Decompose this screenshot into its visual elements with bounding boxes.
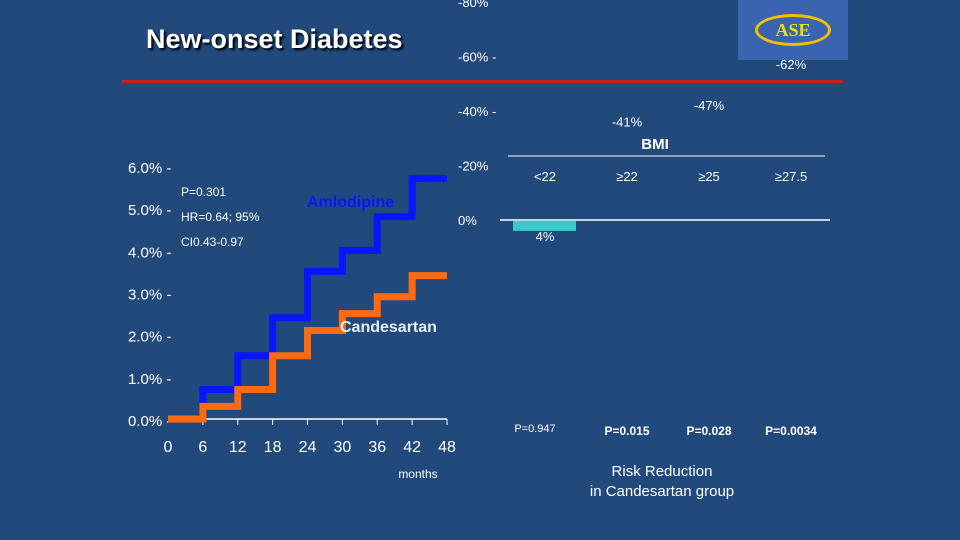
bar-y-tick: 0% <box>458 213 477 228</box>
bar-title: BMI <box>641 136 669 153</box>
x-tick-label: 24 <box>299 439 317 456</box>
x-tick-label: 30 <box>333 439 351 456</box>
p-value: P=0.015 <box>604 424 649 438</box>
y-tick-label: 3.0% - <box>128 287 171 304</box>
bar <box>513 220 576 231</box>
bmi-category: ≥22 <box>616 169 638 184</box>
p-value: P=0.0034 <box>765 424 817 438</box>
y-tick-label: 2.0% - <box>128 329 171 346</box>
series-amlodipine <box>168 175 447 423</box>
series-candesartan <box>168 272 447 423</box>
bar-y-tick: -40% - <box>458 104 496 119</box>
x-tick-label: 36 <box>368 439 386 456</box>
y-tick-label: 1.0% - <box>128 371 171 388</box>
p-value: P=0.028 <box>686 424 731 438</box>
bar-x-label: in Candesartan group <box>590 483 734 500</box>
y-tick-label: 4.0% - <box>128 244 171 261</box>
stat-annotation: CI0.43-0.97 <box>181 235 244 249</box>
bmi-category: ≥25 <box>698 169 720 184</box>
bar-label: -47% <box>694 98 725 113</box>
y-tick-label: 5.0% - <box>128 202 171 219</box>
x-tick-label: 0 <box>164 439 173 456</box>
x-tick-label: 42 <box>403 439 421 456</box>
y-tick-label: 0.0% - <box>128 413 171 430</box>
asej-logo: ASE <box>738 0 848 60</box>
x-tick-label: 48 <box>438 439 456 456</box>
x-tick-label: 12 <box>229 439 247 456</box>
x-axis-label: months <box>398 467 437 481</box>
legend-candesartan: Candesartan <box>340 319 437 336</box>
bar-y-tick: -80% <box>458 0 489 10</box>
bmi-category: ≥27.5 <box>775 169 807 184</box>
stat-annotation: HR=0.64; 95% <box>181 210 260 224</box>
bmi-category: <22 <box>534 169 556 184</box>
p-value: P=0.947 <box>514 423 555 435</box>
stat-annotation: P=0.301 <box>181 185 226 199</box>
x-tick-label: 18 <box>264 439 282 456</box>
x-tick-label: 6 <box>198 439 207 456</box>
bar-label: -41% <box>612 114 643 129</box>
bar-y-tick: -60% - <box>458 50 496 65</box>
bar-label: -62% <box>776 57 807 72</box>
slide-title: New-onset Diabetes <box>146 24 403 54</box>
bar-x-label: Risk Reduction <box>612 463 713 480</box>
bar-label: 4% <box>536 229 555 244</box>
legend-amlodipine: Amlodipine <box>307 194 394 211</box>
title-divider <box>122 80 843 83</box>
y-tick-label: 6.0% - <box>128 160 171 177</box>
bar-y-tick: -20% <box>458 159 489 174</box>
